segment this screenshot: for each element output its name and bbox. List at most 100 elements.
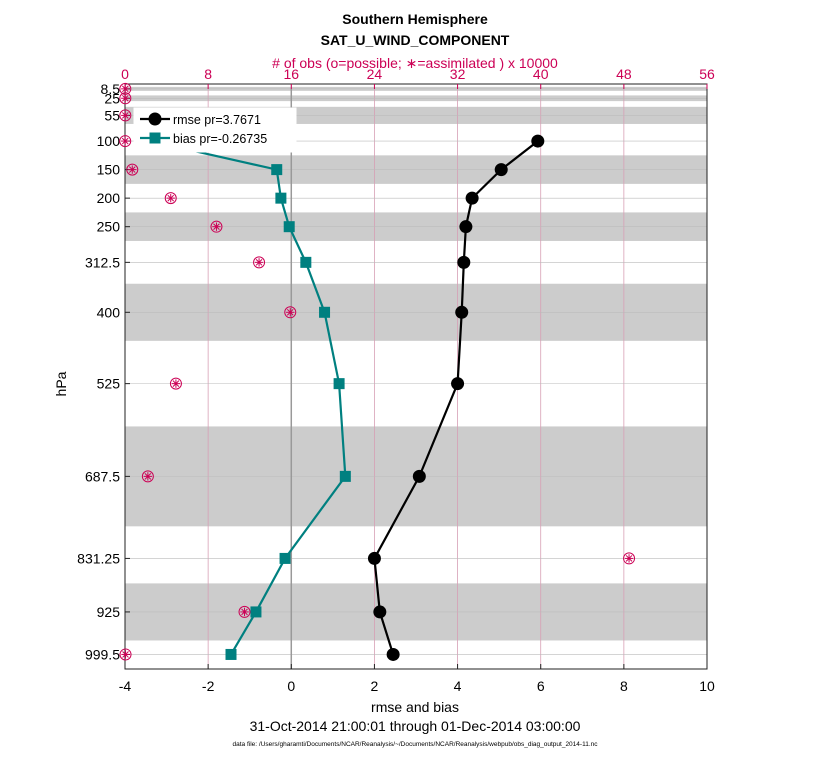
obs-assimilated-marker-4 bbox=[128, 165, 137, 174]
obs-assimilated-marker-13 bbox=[121, 650, 130, 659]
y-tick-label-1: 25 bbox=[104, 90, 120, 106]
obs-count-markers bbox=[119, 82, 636, 661]
series-point-rmse-5 bbox=[455, 305, 469, 319]
y-tick-label-11: 831.25 bbox=[77, 550, 120, 566]
date-range: 31-Oct-2014 21:00:01 through 01-Dec-2014… bbox=[250, 718, 581, 734]
legend: rmse pr=3.7671 bias pr=-0.26735 bbox=[133, 107, 297, 153]
y-tick-label-4: 150 bbox=[97, 162, 121, 178]
series-layer bbox=[144, 134, 545, 661]
series-point-rmse-9 bbox=[373, 605, 387, 619]
top-tick-label-5: 40 bbox=[533, 66, 549, 82]
x-tick-label-4: 4 bbox=[454, 678, 462, 694]
obs-assimilated-stroke-5-3 bbox=[167, 194, 175, 202]
series-point-bias-7 bbox=[339, 470, 351, 482]
legend-box bbox=[133, 107, 297, 153]
series-point-rmse-3 bbox=[459, 220, 473, 234]
obs-assimilated-marker-2 bbox=[121, 111, 130, 120]
legend-bias-label: bias pr=-0.26735 bbox=[173, 132, 267, 146]
obs-possible-marker-3 bbox=[119, 135, 132, 148]
obs-assimilated-stroke-3-3 bbox=[121, 137, 129, 145]
top-axis-ticks: 0 8 16 24 32 40 48 56 bbox=[121, 66, 715, 89]
chart-title: Southern Hemisphere bbox=[342, 11, 488, 27]
series-point-bias-5 bbox=[319, 306, 331, 318]
series-point-bias-3 bbox=[283, 221, 295, 233]
x-tick-label-6: 8 bbox=[620, 678, 628, 694]
obs-assimilated-stroke-0-3 bbox=[121, 85, 129, 93]
obs-possible-marker-10 bbox=[141, 470, 154, 483]
obs-possible-marker-8 bbox=[284, 306, 297, 319]
y-tick-label-13: 999.5 bbox=[85, 646, 120, 662]
series-point-rmse-1 bbox=[494, 163, 508, 177]
legend-bias-marker bbox=[149, 132, 161, 144]
y-tick-label-0: 8.5 bbox=[101, 81, 121, 97]
obs-assimilated-marker-7 bbox=[254, 258, 264, 267]
obs-assimilated-stroke-9-3 bbox=[172, 380, 180, 387]
series-point-rmse-2 bbox=[465, 191, 479, 205]
x-tick-label-7: 10 bbox=[699, 678, 715, 694]
obs-assimilated-stroke-1-3 bbox=[121, 94, 129, 102]
obs-possible-marker-13 bbox=[119, 648, 132, 661]
obs-possible-marker-6 bbox=[210, 220, 223, 233]
obs-assimilated-marker-8 bbox=[286, 308, 295, 317]
series-point-bias-10 bbox=[225, 648, 237, 660]
obs-possible-marker-7 bbox=[253, 256, 266, 269]
y-axis-label: hPa bbox=[53, 371, 69, 396]
obs-possible-marker-2 bbox=[119, 109, 132, 122]
y-tick-label-2: 55 bbox=[104, 107, 120, 123]
obs-assimilated-marker-10 bbox=[143, 472, 153, 481]
obs-assimilated-stroke-13-3 bbox=[122, 651, 129, 658]
top-axis-label: # of obs (o=possible; ∗=assimilated ) x … bbox=[272, 55, 558, 71]
obs-assimilated-stroke-2-3 bbox=[121, 112, 129, 119]
obs-assimilated-stroke-12-3 bbox=[241, 608, 248, 616]
plot-area bbox=[124, 83, 708, 670]
x-tick-label-1: -2 bbox=[202, 678, 215, 694]
x-tick-label-3: 2 bbox=[371, 678, 379, 694]
series-point-bias-1 bbox=[271, 164, 283, 176]
obs-assimilated-marker-1 bbox=[121, 94, 130, 103]
series-point-rmse-7 bbox=[412, 469, 426, 483]
obs-assimilated-stroke-7-3 bbox=[255, 259, 263, 266]
y-tick-label-12: 925 bbox=[97, 604, 121, 620]
top-tick-label-4: 32 bbox=[450, 66, 466, 82]
data-file-footnote: data file: /Users/gharamti/Documents/NCA… bbox=[233, 741, 599, 748]
obs-possible-marker-1 bbox=[119, 92, 132, 105]
top-tick-label-0: 0 bbox=[121, 66, 129, 82]
x-axis-label: rmse and bias bbox=[371, 699, 459, 715]
y-tick-label-6: 250 bbox=[97, 219, 121, 235]
obs-assimilated-marker-12 bbox=[240, 607, 249, 617]
top-tick-label-1: 8 bbox=[204, 66, 212, 82]
obs-assimilated-marker-9 bbox=[171, 379, 181, 388]
chart-subtitle: SAT_U_WIND_COMPONENT bbox=[321, 32, 510, 48]
obs-possible-marker-5 bbox=[164, 192, 177, 205]
y-tick-label-8: 400 bbox=[97, 304, 121, 320]
y-tick-label-3: 100 bbox=[97, 133, 121, 149]
series-point-rmse-10 bbox=[386, 647, 400, 661]
series-point-rmse-0 bbox=[531, 134, 545, 148]
x-tick-label-0: -4 bbox=[119, 678, 132, 694]
series-point-bias-2 bbox=[275, 192, 287, 204]
series-point-rmse-4 bbox=[457, 255, 471, 269]
obs-assimilated-stroke-11-3 bbox=[625, 555, 633, 562]
top-tick-label-7: 56 bbox=[699, 66, 715, 82]
legend-rmse-marker bbox=[148, 112, 162, 126]
obs-assimilated-marker-6 bbox=[212, 222, 221, 231]
obs-assimilated-marker-0 bbox=[121, 84, 130, 94]
series-point-bias-9 bbox=[250, 606, 262, 618]
top-tick-label-3: 24 bbox=[367, 66, 383, 82]
obs-assimilated-stroke-10-3 bbox=[144, 473, 152, 480]
obs-assimilated-marker-3 bbox=[121, 136, 130, 146]
x-tick-label-2: 0 bbox=[287, 678, 295, 694]
y-tick-label-7: 312.5 bbox=[85, 254, 120, 270]
series-point-bias-8 bbox=[279, 552, 291, 564]
series-point-bias-6 bbox=[333, 378, 345, 390]
obs-possible-marker-4 bbox=[126, 163, 139, 176]
legend-rmse-label: rmse pr=3.7671 bbox=[173, 113, 261, 127]
top-tick-label-2: 16 bbox=[283, 66, 299, 82]
series-point-bias-4 bbox=[300, 256, 312, 268]
y-tick-label-5: 200 bbox=[97, 190, 121, 206]
series-point-rmse-6 bbox=[451, 377, 465, 391]
obs-assimilated-stroke-4-3 bbox=[128, 166, 136, 173]
obs-assimilated-marker-5 bbox=[166, 193, 175, 203]
